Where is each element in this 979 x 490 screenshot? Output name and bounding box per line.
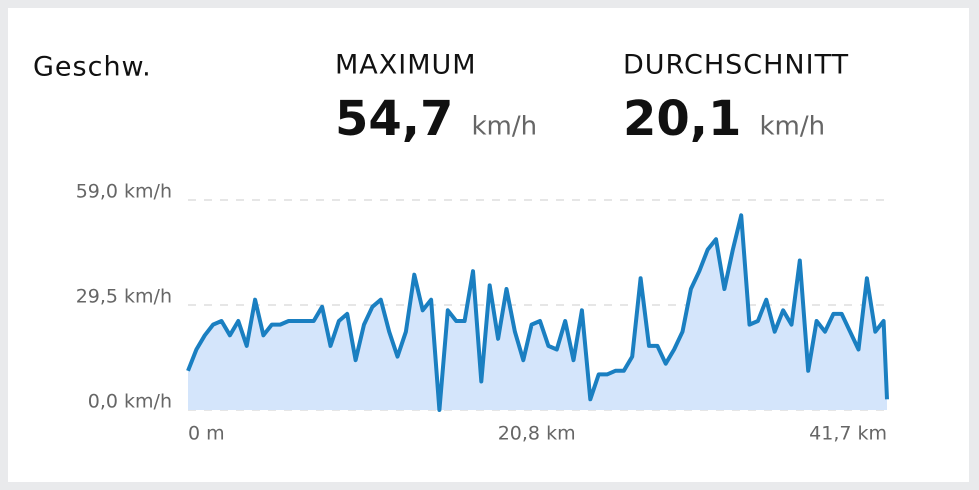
stat-unit: km/h — [471, 112, 537, 142]
x-tick-label: 20,8 km — [498, 423, 576, 445]
stat-unit: km/h — [759, 112, 825, 142]
speed-line — [186, 213, 889, 412]
y-tick-label: 29,5 km/h — [76, 286, 172, 308]
y-tick-label: 59,0 km/h — [76, 181, 172, 203]
y-tick-label: 0,0 km/h — [88, 391, 172, 413]
area-fill — [188, 215, 887, 410]
chart-title: Geschw. — [33, 52, 152, 83]
stat-label: MAXIMUM — [335, 50, 477, 81]
x-tick-label: 41,7 km — [809, 423, 887, 445]
x-tick-label: 0 m — [188, 423, 225, 445]
stat-value: 54,7 — [335, 91, 453, 147]
stat-label: DURCHSCHNITT — [623, 50, 849, 81]
stat-value: 20,1 — [623, 91, 741, 147]
